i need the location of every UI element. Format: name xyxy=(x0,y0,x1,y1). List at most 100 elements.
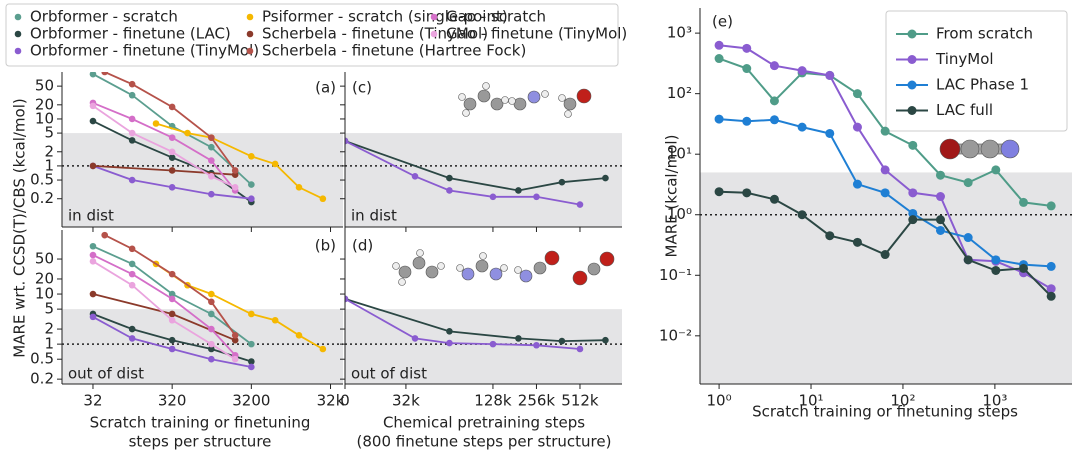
data-point xyxy=(248,340,255,348)
data-point xyxy=(515,335,522,342)
data-point xyxy=(515,187,522,194)
legend-label: LAC Phase 1 xyxy=(936,76,1029,94)
x-tick-label: 32 xyxy=(83,392,102,410)
data-point xyxy=(742,116,752,126)
legend-label: Gao - finetune (TinyMol) xyxy=(446,25,627,43)
data-point xyxy=(489,193,497,201)
data-point xyxy=(558,178,566,186)
data-point xyxy=(742,64,752,74)
legend-label: Psiformer - scratch (single-point) xyxy=(262,8,508,26)
data-point xyxy=(168,290,176,298)
y-tick-label: 2 xyxy=(44,142,54,160)
y-tick-label: 1 xyxy=(44,156,54,174)
data-point xyxy=(208,345,215,353)
data-point xyxy=(446,174,453,182)
data-point xyxy=(714,40,724,50)
molecule xyxy=(458,82,592,118)
data-point xyxy=(208,190,215,198)
x-tick-label: 3200 xyxy=(232,392,270,410)
data-point xyxy=(152,120,160,127)
data-point xyxy=(1046,261,1056,271)
x-tick-label: 10³ xyxy=(982,392,1007,410)
panel xyxy=(345,133,622,227)
data-point xyxy=(208,310,215,318)
data-point xyxy=(411,173,419,180)
data-point xyxy=(797,122,807,132)
data-point xyxy=(935,225,945,235)
data-point xyxy=(168,167,176,174)
data-point xyxy=(168,148,176,156)
data-point xyxy=(880,250,890,260)
data-point xyxy=(248,310,255,318)
shaded-region xyxy=(345,309,622,384)
x-tick-label: 10¹ xyxy=(798,392,823,410)
data-point xyxy=(208,325,215,333)
data-point xyxy=(168,134,176,141)
data-point xyxy=(1046,291,1056,301)
panel-label: (e) xyxy=(712,13,733,31)
data-point xyxy=(411,335,419,342)
y-tick-label: 10² xyxy=(667,84,692,102)
data-point xyxy=(89,117,97,125)
y-tick-label: 10³ xyxy=(667,24,692,42)
legend-label: Gao - scratch xyxy=(446,8,546,26)
data-point xyxy=(852,89,862,99)
legend-label: Orbformer - finetune (TinyMol) xyxy=(30,42,259,60)
data-point xyxy=(991,265,1001,275)
data-point xyxy=(168,270,176,278)
data-point xyxy=(231,184,239,191)
x-tick-label: 32k xyxy=(392,392,420,410)
series-line xyxy=(345,298,581,350)
y-tick-label: 20 xyxy=(35,269,54,287)
data-point xyxy=(101,231,109,239)
x-tick-label: 10⁰ xyxy=(707,392,732,410)
data-point xyxy=(89,290,97,298)
legend-marker xyxy=(907,55,917,64)
data-point xyxy=(128,335,136,342)
data-point xyxy=(880,126,890,136)
x-tick-label: 320 xyxy=(158,392,187,410)
data-point xyxy=(168,154,176,161)
annotation: in dist xyxy=(68,207,114,225)
data-point xyxy=(345,295,349,303)
x-tick-label: 128k xyxy=(474,392,512,410)
legend-marker xyxy=(246,30,254,38)
data-point xyxy=(168,295,176,303)
legend-marker xyxy=(14,13,22,21)
data-point xyxy=(1046,284,1056,294)
data-point xyxy=(168,310,176,318)
data-point xyxy=(558,337,566,345)
data-point xyxy=(168,316,176,324)
data-point xyxy=(1019,263,1029,273)
data-point xyxy=(963,233,973,243)
data-point xyxy=(184,129,191,137)
x-axis-label: Scratch training or finetuning xyxy=(90,414,311,432)
data-point xyxy=(128,245,136,253)
data-point xyxy=(602,336,609,344)
panel-label: (c) xyxy=(352,79,372,97)
data-point xyxy=(208,340,215,348)
legend-marker xyxy=(246,47,254,55)
data-point xyxy=(446,187,453,194)
y-tick-label: 10¹ xyxy=(667,145,692,163)
data-point xyxy=(231,355,239,363)
data-point xyxy=(248,153,255,160)
data-point xyxy=(908,208,918,218)
data-point xyxy=(991,255,1001,265)
x-tick-label: 256k xyxy=(518,392,556,410)
legend-marker xyxy=(907,80,917,90)
data-point xyxy=(208,134,215,141)
data-point xyxy=(825,231,835,241)
data-point xyxy=(168,103,176,111)
data-point xyxy=(231,336,239,344)
panel-label: (d) xyxy=(352,237,373,255)
data-point xyxy=(852,237,862,247)
data-point xyxy=(208,143,215,151)
data-point xyxy=(714,114,724,124)
data-point xyxy=(101,72,108,76)
data-point xyxy=(908,140,918,150)
y-tick-label: 10⁻² xyxy=(659,326,692,344)
data-point xyxy=(714,187,724,197)
data-point xyxy=(208,355,215,363)
